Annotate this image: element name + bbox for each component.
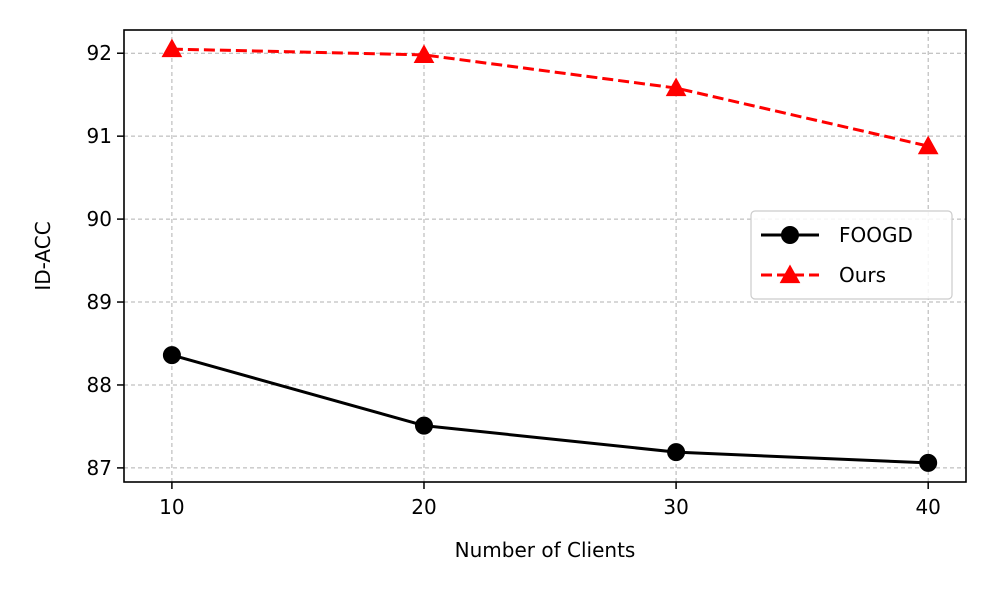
axis-ticks: 10 20 30 40 87 88 89 90 91 92: [87, 41, 941, 519]
x-tick-label: 20: [411, 495, 436, 519]
y-tick-label: 92: [87, 41, 112, 65]
x-tick-label: 30: [663, 495, 688, 519]
x-tick-label: 10: [159, 495, 184, 519]
foogd-data-point: [667, 443, 686, 462]
y-tick-label: 88: [87, 373, 112, 397]
ours-series-line: [171, 47, 929, 148]
y-tick-label: 87: [87, 456, 112, 480]
ours-data-point: [413, 44, 435, 63]
y-tick-label: 91: [87, 124, 112, 148]
legend: FOOGD Ours: [750, 210, 953, 300]
foogd-data-point: [162, 346, 181, 365]
series-lines: [171, 47, 929, 465]
foogd-legend-marker: [781, 226, 799, 244]
legend-box: [750, 210, 953, 300]
y-axis-label: ID-ACC: [31, 221, 55, 290]
ours-data-point: [917, 135, 939, 155]
y-tick-label: 89: [87, 290, 112, 314]
ours-legend-marker: [779, 264, 801, 284]
foogd-data-point: [919, 453, 938, 472]
foogd-legend-label: FOOGD: [839, 223, 913, 247]
foogd-series-line: [171, 353, 929, 465]
ours-data-point: [665, 77, 687, 97]
series-markers: [161, 38, 939, 472]
y-tick-label: 90: [87, 207, 112, 231]
x-tick-label: 40: [915, 495, 940, 519]
x-axis-label: Number of Clients: [455, 538, 636, 562]
ours-legend-label: Ours: [839, 263, 886, 287]
foogd-data-point: [414, 416, 433, 435]
ours-data-point: [161, 38, 183, 58]
plot-frame: [123, 29, 967, 483]
